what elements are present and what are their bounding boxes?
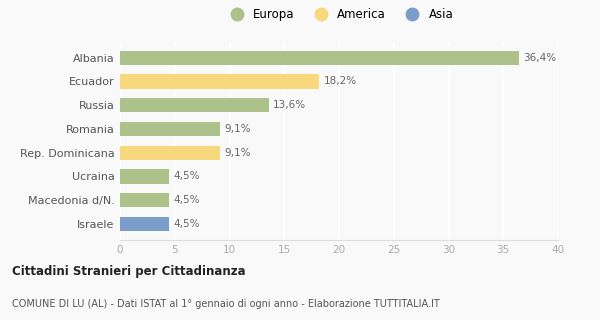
Bar [120, 122, 220, 136]
Text: 9,1%: 9,1% [224, 124, 251, 134]
Bar [120, 217, 169, 231]
Bar [120, 74, 319, 89]
Text: 13,6%: 13,6% [274, 100, 307, 110]
Text: 18,2%: 18,2% [323, 76, 357, 86]
Text: 4,5%: 4,5% [173, 172, 200, 181]
Text: Cittadini Stranieri per Cittadinanza: Cittadini Stranieri per Cittadinanza [12, 265, 245, 278]
Bar [120, 169, 169, 183]
Bar [120, 193, 169, 207]
Text: 4,5%: 4,5% [173, 219, 200, 229]
Bar [120, 146, 220, 160]
Text: 9,1%: 9,1% [224, 148, 251, 158]
Text: COMUNE DI LU (AL) - Dati ISTAT al 1° gennaio di ogni anno - Elaborazione TUTTITA: COMUNE DI LU (AL) - Dati ISTAT al 1° gen… [12, 299, 440, 309]
Text: 4,5%: 4,5% [173, 195, 200, 205]
Bar [120, 98, 269, 112]
Legend: Europa, America, Asia: Europa, America, Asia [220, 3, 458, 26]
Bar [120, 51, 518, 65]
Text: 36,4%: 36,4% [523, 53, 556, 63]
